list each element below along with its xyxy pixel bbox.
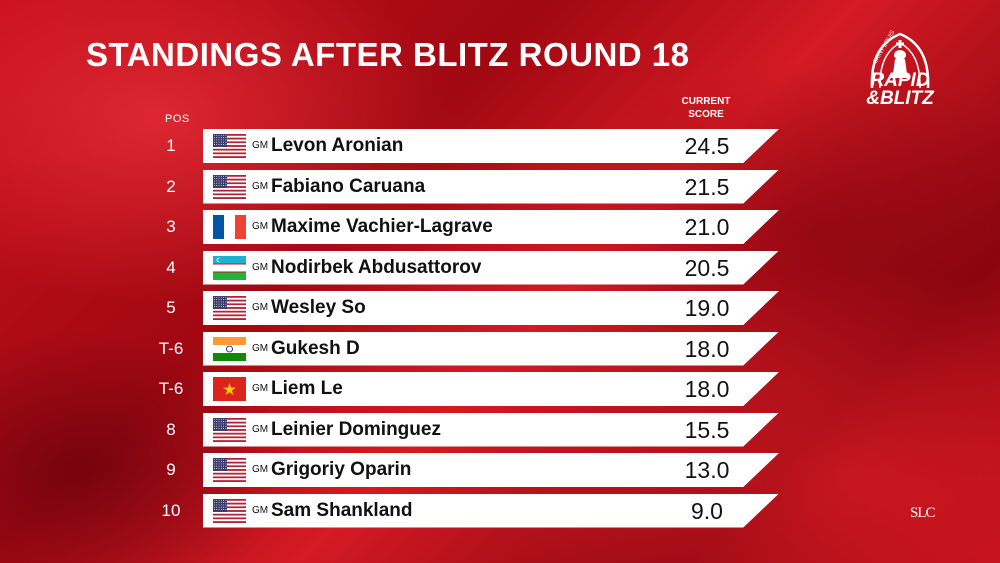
player-score: 18.0 bbox=[684, 376, 730, 402]
player-title: GM bbox=[252, 140, 269, 151]
player-name: Levon Aronian bbox=[271, 135, 404, 156]
score-header-line1: CURRENT bbox=[681, 96, 731, 107]
position-label: 10 bbox=[161, 500, 181, 520]
india-flag-icon bbox=[213, 336, 246, 361]
logo-rapid: RAPID bbox=[870, 70, 930, 91]
player-title: GM bbox=[252, 464, 269, 475]
player-name: Gukesh D bbox=[271, 337, 360, 359]
standings-row: 10 GM Sam Shankland 9.0 bbox=[0, 493, 1000, 528]
us-flag-icon bbox=[213, 498, 246, 523]
player-name: Leinier Dominguez bbox=[271, 418, 441, 440]
us-flag-icon bbox=[213, 134, 246, 158]
player-score: 24.5 bbox=[684, 133, 730, 159]
page-title: STANDINGS AFTER BLITZ ROUND 18 bbox=[86, 36, 690, 73]
player-score: 9.0 bbox=[691, 497, 723, 524]
player-title: GM bbox=[252, 423, 269, 435]
standings-row: 4 GM Nodirbek Abdusattorov 20.5 bbox=[0, 250, 1000, 285]
vietnam-flag-icon bbox=[213, 377, 246, 401]
player-title: GM bbox=[252, 342, 269, 354]
player-score: 15.5 bbox=[684, 416, 730, 443]
player-score: 21.0 bbox=[684, 214, 730, 240]
position-label: 2 bbox=[166, 176, 176, 196]
rapid-blitz-logo: SAINT LOUIS RAPID &BLITZ bbox=[856, 28, 944, 112]
position-label: 8 bbox=[166, 419, 176, 439]
france-flag-icon bbox=[213, 215, 246, 239]
us-flag-icon bbox=[213, 458, 246, 482]
player-bar: GM Leinier Dominguez 15.5 bbox=[203, 412, 779, 447]
standings-row: 2 GM Fabiano Caruana 21.5 bbox=[0, 169, 1000, 204]
player-bar: GM Sam Shankland 9.0 bbox=[203, 493, 779, 528]
player-title: GM bbox=[252, 383, 269, 394]
standings-row: T-6 GM Gukesh D 18.0 bbox=[0, 331, 1000, 366]
player-name: Maxime Vachier-Lagrave bbox=[271, 216, 493, 237]
position-label: 1 bbox=[166, 136, 176, 155]
player-name: Liem Le bbox=[271, 378, 343, 399]
pos-column-header: POS bbox=[165, 113, 190, 125]
player-bar: GM Levon Aronian 24.5 bbox=[203, 129, 779, 163]
player-bar: GM Fabiano Caruana 21.5 bbox=[203, 169, 779, 204]
player-name: Sam Shankland bbox=[271, 499, 413, 521]
player-score: 20.5 bbox=[684, 254, 730, 281]
player-name: Fabiano Caruana bbox=[271, 175, 426, 197]
player-bar: GM Gukesh D 18.0 bbox=[203, 331, 779, 366]
player-name: Grigoriy Oparin bbox=[271, 459, 412, 480]
position-label: 3 bbox=[166, 217, 176, 236]
us-flag-icon bbox=[213, 296, 246, 320]
standings-row: 9 GM Grigoriy Oparin 13.0 bbox=[0, 453, 1000, 487]
player-title: GM bbox=[252, 261, 269, 273]
player-title: GM bbox=[252, 180, 269, 192]
player-name: Wesley So bbox=[271, 297, 366, 318]
player-score: 13.0 bbox=[684, 457, 730, 483]
position-label: T-6 bbox=[158, 379, 184, 398]
us-flag-icon bbox=[213, 417, 246, 442]
standings-row: 5 GM Wesley So 19.0 bbox=[0, 291, 1000, 325]
standings-row: T-6 GM Liem Le 18.0 bbox=[0, 372, 1000, 406]
player-name: Nodirbek Abdusattorov bbox=[271, 256, 482, 278]
standings-row: 8 GM Leinier Dominguez 15.5 bbox=[0, 412, 1000, 447]
player-title: GM bbox=[252, 221, 269, 232]
position-label: 5 bbox=[166, 298, 176, 317]
player-bar: GM Nodirbek Abdusattorov 20.5 bbox=[203, 250, 779, 285]
position-label: 9 bbox=[166, 460, 176, 479]
player-score: 21.5 bbox=[684, 173, 730, 200]
player-title: GM bbox=[252, 302, 269, 313]
uzbekistan-flag-icon bbox=[213, 255, 246, 280]
player-title: GM bbox=[252, 504, 269, 516]
score-column-header: CURRENT SCORE bbox=[670, 95, 742, 121]
us-flag-icon bbox=[213, 174, 246, 199]
arch-king-icon: SAINT LOUIS bbox=[870, 30, 930, 89]
player-bar: GM Grigoriy Oparin 13.0 bbox=[203, 453, 779, 487]
position-label: T-6 bbox=[158, 338, 184, 358]
logo-blitz: &BLITZ bbox=[866, 88, 934, 109]
position-label: 4 bbox=[166, 257, 176, 277]
player-bar: GM Liem Le 18.0 bbox=[203, 372, 779, 406]
standings-row: 3 GM Maxime Vachier-Lagrave 21.0 bbox=[0, 210, 1000, 244]
player-score: 19.0 bbox=[684, 295, 730, 321]
player-score: 18.0 bbox=[684, 335, 730, 362]
player-bar: GM Wesley So 19.0 bbox=[203, 291, 779, 325]
standings-row: 1 GM Levon Aronian 24.5 bbox=[0, 129, 1000, 163]
player-bar: GM Maxime Vachier-Lagrave 21.0 bbox=[203, 210, 779, 244]
score-header-line2: SCORE bbox=[688, 109, 724, 120]
slc-corner-logo: SLC bbox=[910, 505, 935, 521]
